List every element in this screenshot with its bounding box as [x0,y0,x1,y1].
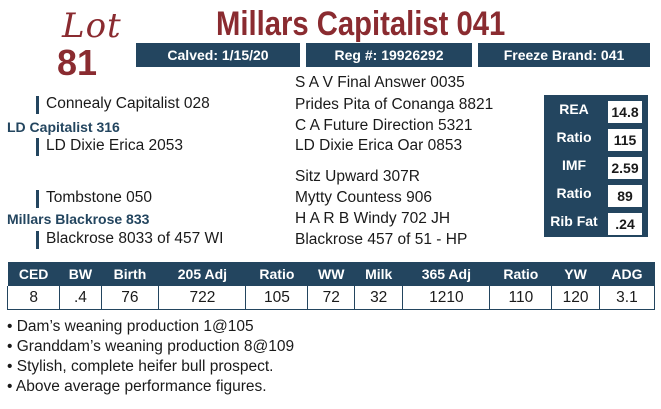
header-ww: WW [307,262,355,286]
rea-label: REA [559,101,589,117]
header-yw: YW [551,262,600,286]
dam-dam-sire: H A R B Windy 702 JH [295,210,451,227]
sire-dam-sire: C A Future Direction 5321 [295,117,473,134]
pedigree-bracket [36,231,39,249]
value-birth: 76 [100,286,160,310]
rea-ratio-value: 115 [608,129,642,151]
rea-ratio-label: Ratio [556,129,592,145]
dam-sire: Tombstone 050 [46,189,152,206]
imf-value: 2.59 [608,157,642,179]
imf-ratio-value: 89 [608,185,642,207]
dam-dam: Blackrose 8033 of 457 WI [46,230,224,247]
dam-sire-sire: Sitz Upward 307R [295,168,420,185]
dam-dam-dam: Blackrose 457 of 51 - HP [295,231,468,248]
notes-list: • Dam’s weaning production 1@105 • Grand… [7,317,294,397]
sire-sire-dam: Prides Pita of Conanga 8821 [295,96,494,113]
performance-table: CED BW Birth 205 Adj Ratio WW Milk 365 A… [6,262,656,310]
sire-dam: LD Dixie Erica 2053 [46,137,183,154]
animal-name-title: Millars Capitalist 041 [216,5,506,43]
pedigree-bracket [36,96,39,114]
header-adg: ADG [599,262,655,286]
performance-header-row: CED BW Birth 205 Adj Ratio WW Milk 365 A… [7,262,655,286]
sire-dam-dam: LD Dixie Erica Oar 0853 [295,137,463,154]
value-ww: 72 [307,286,356,310]
carcass-data-panel: REA 14.8 Ratio 115 IMF 2.59 Ratio 89 Rib… [544,95,648,237]
header-weaning-ratio: Ratio [245,262,308,286]
value-adg: 3.1 [598,286,656,310]
pedigree-bracket [36,190,39,208]
header-205-adj: 205 Adj [158,262,246,286]
value-205-adj: 722 [158,286,247,310]
performance-value-row: 8 .4 76 722 105 72 32 1210 110 120 3.1 [6,286,656,310]
header-milk: Milk [354,262,403,286]
value-yw: 120 [551,286,600,310]
dam-name: Millars Blackrose 833 [7,211,150,227]
lot-number: 81 [57,42,98,83]
note-item: • Above average performance figures. [7,378,267,395]
imf-ratio-label: Ratio [556,185,592,201]
freeze-brand-box: Freeze Brand: 041 [478,43,650,67]
dam-sire-dam: Mytty Countess 906 [295,189,432,206]
rea-value: 14.8 [608,101,642,123]
value-yearling-ratio: 110 [489,286,553,310]
header-yearling-ratio: Ratio [489,262,552,286]
header-bw: BW [59,262,102,286]
value-bw: .4 [59,286,102,310]
header-365-adj: 365 Adj [402,262,490,286]
registration-number-box: Reg #: 19926292 [306,43,472,67]
pedigree-bracket [36,138,39,156]
note-item: • Granddam’s weaning production 8@109 [7,338,295,355]
imf-label: IMF [561,157,587,173]
value-ced: 8 [6,286,61,310]
sire-sire-sire: S A V Final Answer 0035 [295,74,465,91]
note-item: • Dam’s weaning production 1@105 [7,318,254,335]
sire-name: LD Capitalist 316 [7,119,120,135]
calved-date-box: Calved: 1/15/20 [136,43,300,67]
value-milk: 32 [354,286,404,310]
value-365-adj: 1210 [402,286,491,310]
note-item: • Stylish, complete heifer bull prospect… [7,358,274,375]
header-birth: Birth [101,262,159,286]
value-weaning-ratio: 105 [245,286,309,310]
rib-fat-value: .24 [608,213,642,235]
rib-fat-label: Rib Fat [550,213,598,229]
sire-sire: Connealy Capitalist 028 [46,95,210,112]
header-ced: CED [7,262,60,286]
lot-label: Lot [62,6,122,46]
